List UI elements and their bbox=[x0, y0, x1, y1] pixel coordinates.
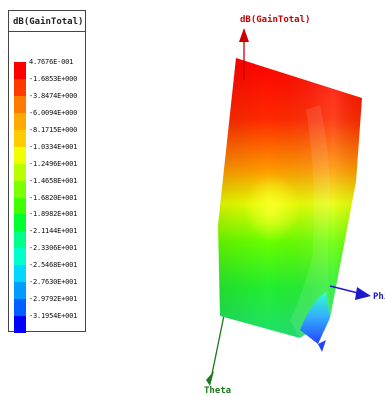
legend-swatch bbox=[14, 129, 26, 147]
legend-tick-label: -1.2496E+001 bbox=[29, 159, 78, 168]
legend-swatch bbox=[14, 62, 26, 79]
legend-swatch bbox=[14, 248, 26, 266]
legend-swatch bbox=[14, 112, 26, 130]
gain-axis-label: dB(GainTotal) bbox=[240, 14, 310, 25]
legend-tick-label: -6.0094E+000 bbox=[29, 108, 78, 117]
legend-tick-label: -2.5468E+001 bbox=[29, 261, 78, 270]
theta-axis-label: Theta bbox=[204, 386, 231, 396]
legend-swatch bbox=[14, 95, 26, 113]
legend-divider bbox=[9, 31, 85, 32]
theta-axis-arrowhead bbox=[206, 371, 214, 386]
legend-tick-label: -1.6853E+000 bbox=[29, 74, 78, 83]
legend-tick-label: -2.1144E+001 bbox=[29, 227, 78, 236]
legend-tick-label: -2.3306E+001 bbox=[29, 244, 78, 253]
legend-tick-label: -2.7630E+001 bbox=[29, 278, 78, 287]
legend-tick-label: -1.8982E+001 bbox=[29, 210, 78, 219]
legend-tick-label: -1.0334E+001 bbox=[29, 142, 78, 151]
legend-swatch bbox=[14, 163, 26, 181]
legend-tick-label: -8.1715E+000 bbox=[29, 125, 78, 134]
legend-tick-label: -3.1954E+001 bbox=[29, 312, 78, 321]
legend-swatch bbox=[14, 78, 26, 96]
phi-axis-arrowhead bbox=[355, 287, 371, 300]
legend-tick-label: -1.4658E+001 bbox=[29, 176, 78, 185]
legend-swatch bbox=[14, 282, 26, 300]
legend-tick-label: -1.6820E+001 bbox=[29, 193, 78, 202]
legend-swatch bbox=[14, 231, 26, 249]
legend-swatch bbox=[14, 197, 26, 215]
legend-swatch bbox=[14, 214, 26, 232]
legend-swatch bbox=[14, 146, 26, 164]
legend-title: dB(GainTotal) bbox=[13, 17, 84, 27]
gain-axis-arrowhead bbox=[239, 28, 249, 42]
legend-tick-label: -2.9792E+001 bbox=[29, 295, 78, 304]
legend-swatch bbox=[14, 265, 26, 283]
legend-tick-label: 4.7676E-001 bbox=[29, 58, 74, 66]
colorbar-legend: dB(GainTotal) 4.7676E-001 -1.6853E+000 -3.… bbox=[8, 10, 86, 333]
legend-swatch bbox=[14, 299, 26, 317]
gain-surface bbox=[218, 58, 362, 352]
legend-swatch bbox=[14, 180, 26, 198]
legend-swatch bbox=[14, 316, 26, 333]
legend-tick-label: -3.8474E+000 bbox=[29, 91, 78, 100]
phi-axis-label: Phi bbox=[373, 291, 385, 302]
